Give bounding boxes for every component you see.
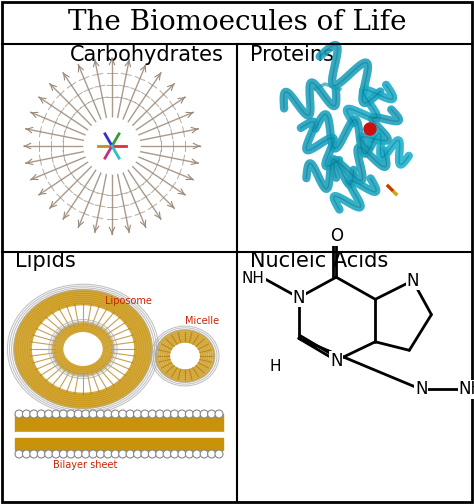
Circle shape	[215, 450, 223, 458]
Circle shape	[30, 450, 38, 458]
Circle shape	[134, 410, 142, 418]
Text: N: N	[406, 272, 419, 290]
Circle shape	[163, 450, 171, 458]
Circle shape	[104, 410, 112, 418]
Ellipse shape	[65, 333, 101, 365]
Circle shape	[178, 410, 186, 418]
Circle shape	[22, 410, 30, 418]
Text: Lipids: Lipids	[15, 251, 76, 271]
Text: N: N	[292, 289, 305, 306]
Circle shape	[89, 410, 97, 418]
Circle shape	[141, 450, 149, 458]
Text: Proteins: Proteins	[250, 45, 334, 65]
Circle shape	[67, 410, 75, 418]
Circle shape	[30, 410, 38, 418]
Bar	[15, 438, 223, 450]
Circle shape	[97, 410, 104, 418]
Circle shape	[84, 118, 140, 174]
Text: H: H	[269, 359, 281, 373]
Circle shape	[208, 450, 216, 458]
Circle shape	[193, 410, 201, 418]
Bar	[15, 432, 223, 438]
Circle shape	[52, 450, 60, 458]
Circle shape	[156, 450, 164, 458]
Text: Micelle: Micelle	[185, 316, 219, 326]
Text: Carbohydrates: Carbohydrates	[70, 45, 224, 65]
Circle shape	[45, 450, 53, 458]
Circle shape	[156, 410, 164, 418]
Circle shape	[67, 450, 75, 458]
Circle shape	[37, 450, 45, 458]
Circle shape	[37, 410, 45, 418]
Text: The Biomoecules of Life: The Biomoecules of Life	[68, 10, 406, 36]
Text: Nucleic Acids: Nucleic Acids	[250, 251, 388, 271]
Circle shape	[104, 450, 112, 458]
Circle shape	[193, 450, 201, 458]
Ellipse shape	[57, 327, 109, 371]
Circle shape	[163, 410, 171, 418]
Circle shape	[15, 410, 23, 418]
Bar	[15, 414, 223, 432]
Circle shape	[208, 410, 216, 418]
Circle shape	[22, 450, 30, 458]
Circle shape	[200, 450, 208, 458]
Text: O: O	[330, 227, 343, 245]
Circle shape	[74, 450, 82, 458]
Circle shape	[141, 410, 149, 418]
Text: NH: NH	[242, 271, 265, 286]
Circle shape	[52, 410, 60, 418]
Circle shape	[134, 450, 142, 458]
Circle shape	[185, 450, 193, 458]
Circle shape	[15, 450, 23, 458]
Circle shape	[185, 410, 193, 418]
Circle shape	[59, 410, 67, 418]
Circle shape	[118, 410, 127, 418]
Text: Bilayer sheet: Bilayer sheet	[53, 460, 117, 470]
Circle shape	[171, 410, 179, 418]
Circle shape	[74, 410, 82, 418]
Circle shape	[45, 410, 53, 418]
Circle shape	[364, 123, 376, 135]
Circle shape	[59, 450, 67, 458]
Circle shape	[171, 450, 179, 458]
Circle shape	[82, 410, 90, 418]
Circle shape	[200, 410, 208, 418]
Circle shape	[118, 450, 127, 458]
Text: NH: NH	[459, 381, 474, 398]
Text: N: N	[330, 351, 342, 369]
Text: Liposome: Liposome	[105, 296, 151, 306]
Circle shape	[89, 450, 97, 458]
Ellipse shape	[171, 344, 199, 368]
Circle shape	[178, 450, 186, 458]
Circle shape	[126, 410, 134, 418]
Circle shape	[215, 410, 223, 418]
Circle shape	[111, 450, 119, 458]
Text: N: N	[415, 381, 428, 398]
Circle shape	[148, 410, 156, 418]
Circle shape	[148, 450, 156, 458]
Circle shape	[97, 450, 104, 458]
Circle shape	[111, 410, 119, 418]
Circle shape	[82, 450, 90, 458]
Circle shape	[126, 450, 134, 458]
